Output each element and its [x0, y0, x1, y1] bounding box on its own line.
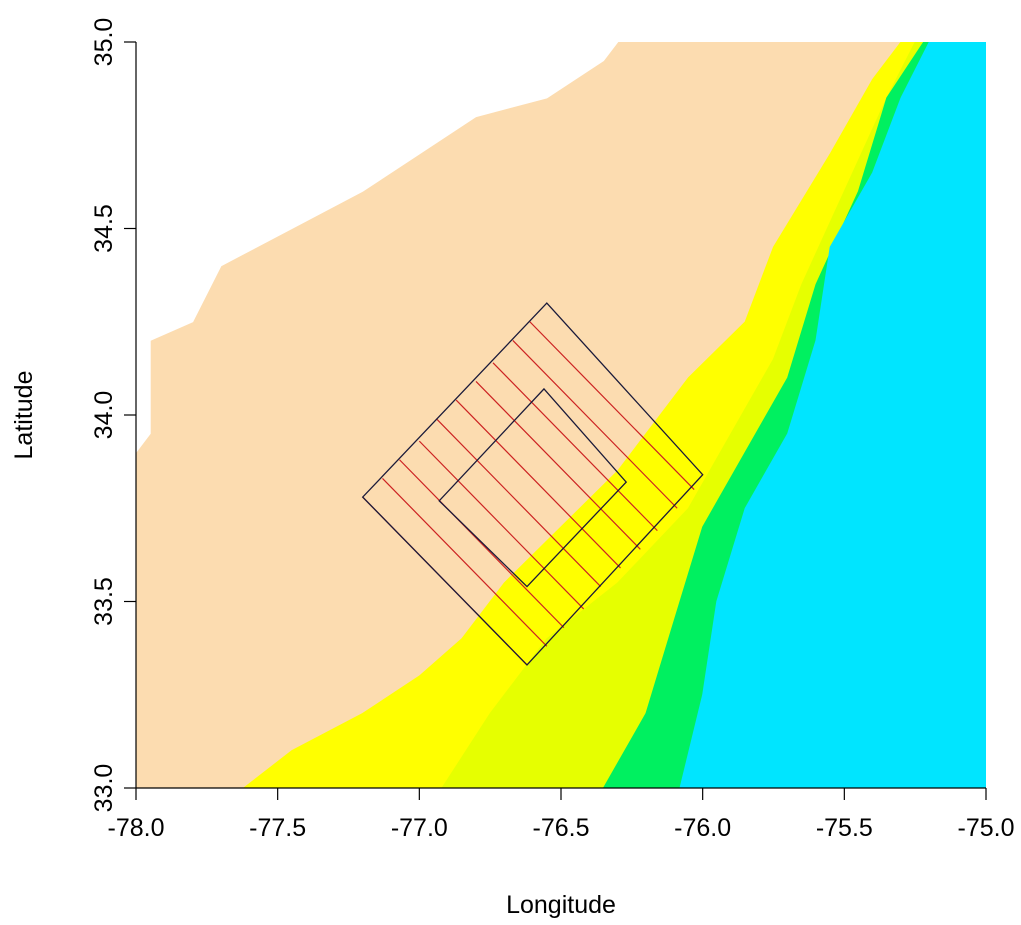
x-axis: -78.0 -77.5 -77.0 -76.5 -76.0 -75.5 -75.0 — [108, 787, 1015, 842]
transect-line — [399, 459, 565, 629]
x-tick-label: -76.5 — [533, 814, 590, 842]
depth-band-deep — [679, 42, 986, 788]
x-tick-label: -78.0 — [108, 814, 165, 842]
y-axis: 33.0 33.5 34.0 34.5 35.0 — [90, 18, 137, 813]
y-axis-label: Latitude — [10, 371, 38, 460]
transect-line — [382, 477, 548, 647]
transect-line — [492, 362, 658, 532]
x-tick-label: -77.0 — [391, 814, 448, 842]
transect-line — [435, 418, 602, 587]
transect-line — [418, 440, 585, 610]
transect-line — [455, 399, 621, 569]
x-tick-label: -76.0 — [674, 814, 731, 842]
map-plot-area — [136, 42, 986, 788]
x-tick-label: -77.5 — [249, 814, 306, 842]
depth-bands — [136, 42, 986, 788]
depth-band-land — [136, 42, 619, 454]
survey-grid — [361, 302, 704, 666]
transect-line — [512, 339, 678, 509]
y-tick-label: 33.5 — [90, 577, 118, 626]
y-tick-label: 33.0 — [90, 764, 118, 813]
x-tick-label: -75.0 — [958, 814, 1015, 842]
outer-survey-box — [361, 302, 704, 666]
inner-survey-box — [438, 387, 628, 588]
x-tick-label: -75.5 — [816, 814, 873, 842]
transect-line — [475, 381, 641, 550]
x-axis-label: Longitude — [506, 891, 616, 919]
y-tick-label: 34.0 — [90, 391, 118, 440]
y-tick-label: 35.0 — [90, 18, 118, 67]
transect-line — [529, 321, 695, 491]
y-tick-label: 34.5 — [90, 204, 118, 253]
